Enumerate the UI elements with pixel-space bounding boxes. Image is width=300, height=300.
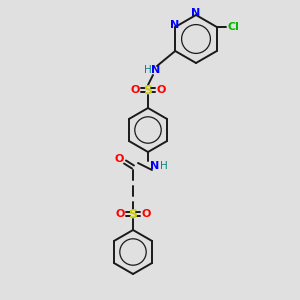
- Text: N: N: [152, 65, 160, 75]
- Text: S: S: [128, 208, 137, 220]
- Text: O: O: [130, 85, 140, 95]
- Text: N: N: [191, 8, 201, 18]
- Text: S: S: [143, 83, 152, 97]
- Text: O: O: [115, 209, 125, 219]
- Text: H: H: [160, 161, 168, 171]
- Text: O: O: [156, 85, 166, 95]
- Text: O: O: [141, 209, 151, 219]
- Text: O: O: [114, 154, 124, 164]
- Text: Cl: Cl: [228, 22, 240, 32]
- Text: H: H: [144, 65, 152, 75]
- Text: N: N: [150, 161, 160, 171]
- Text: N: N: [169, 20, 179, 30]
